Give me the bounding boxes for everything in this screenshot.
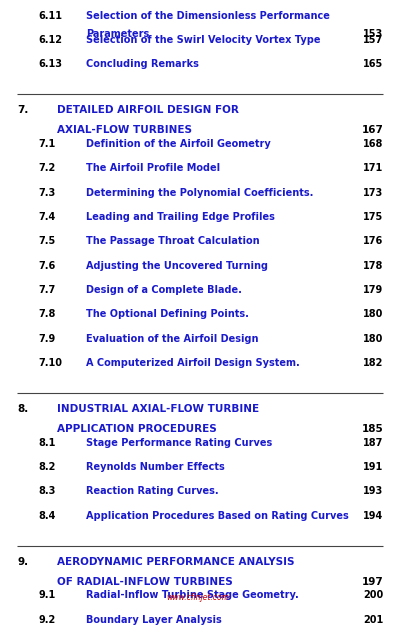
Text: The Airfoil Profile Model: The Airfoil Profile Model	[86, 163, 220, 173]
Text: 7.1: 7.1	[39, 139, 56, 149]
Text: Selection of the Dimensionless Performance: Selection of the Dimensionless Performan…	[86, 11, 329, 21]
Text: 7.10: 7.10	[39, 358, 63, 368]
Text: 167: 167	[361, 126, 382, 136]
Text: Concluding Remarks: Concluding Remarks	[86, 59, 198, 69]
Text: 9.: 9.	[17, 557, 28, 567]
Text: 9.1: 9.1	[39, 590, 56, 600]
Text: Boundary Layer Analysis: Boundary Layer Analysis	[86, 614, 221, 624]
Text: Radial-Inflow Turbine Stage Geometry.: Radial-Inflow Turbine Stage Geometry.	[86, 590, 298, 600]
Text: 7.3: 7.3	[39, 188, 56, 198]
Text: INDUSTRIAL AXIAL-FLOW TURBINE: INDUSTRIAL AXIAL-FLOW TURBINE	[56, 404, 258, 414]
Text: AXIAL-FLOW TURBINES: AXIAL-FLOW TURBINES	[56, 126, 191, 136]
Text: 6.12: 6.12	[39, 35, 63, 45]
Text: 7.6: 7.6	[39, 261, 56, 271]
Text: The Passage Throat Calculation: The Passage Throat Calculation	[86, 236, 259, 246]
Text: 165: 165	[362, 59, 382, 69]
Text: 7.2: 7.2	[39, 163, 56, 173]
Text: 175: 175	[362, 212, 382, 222]
Text: OF RADIAL-INFLOW TURBINES: OF RADIAL-INFLOW TURBINES	[56, 577, 232, 587]
Text: 6.11: 6.11	[39, 11, 63, 21]
Text: 7.7: 7.7	[39, 285, 56, 295]
Text: 157: 157	[362, 35, 382, 45]
Text: 153: 153	[362, 29, 382, 39]
Text: 7.: 7.	[17, 106, 29, 116]
Text: 185: 185	[361, 424, 382, 434]
Text: 8.3: 8.3	[39, 486, 56, 496]
Text: Reaction Rating Curves.: Reaction Rating Curves.	[86, 486, 218, 496]
Text: Leading and Trailing Edge Profiles: Leading and Trailing Edge Profiles	[86, 212, 274, 222]
Text: 8.4: 8.4	[39, 511, 56, 521]
Text: 168: 168	[362, 139, 382, 149]
Text: 8.: 8.	[17, 404, 28, 414]
Text: 201: 201	[362, 614, 382, 624]
Text: The Optional Defining Points.: The Optional Defining Points.	[86, 309, 248, 319]
Text: 176: 176	[362, 236, 382, 246]
Text: 194: 194	[362, 511, 382, 521]
Text: 8.1: 8.1	[39, 438, 56, 448]
Text: Design of a Complete Blade.: Design of a Complete Blade.	[86, 285, 241, 295]
Text: 173: 173	[362, 188, 382, 198]
Text: A Computerized Airfoil Design System.: A Computerized Airfoil Design System.	[86, 358, 299, 368]
Text: DETAILED AIRFOIL DESIGN FOR: DETAILED AIRFOIL DESIGN FOR	[56, 106, 238, 116]
Text: Parameters: Parameters	[86, 29, 149, 39]
Text: Stage Performance Rating Curves: Stage Performance Rating Curves	[86, 438, 272, 448]
Text: www.cfinjet.com: www.cfinjet.com	[166, 594, 229, 602]
Text: Definition of the Airfoil Geometry: Definition of the Airfoil Geometry	[86, 139, 270, 149]
Text: 7.5: 7.5	[39, 236, 56, 246]
Text: 7.9: 7.9	[39, 334, 56, 344]
Text: APPLICATION PROCEDURES: APPLICATION PROCEDURES	[56, 424, 216, 434]
Text: 7.4: 7.4	[39, 212, 56, 222]
Text: Application Procedures Based on Rating Curves: Application Procedures Based on Rating C…	[86, 511, 348, 521]
Text: AERODYNAMIC PERFORMANCE ANALYSIS: AERODYNAMIC PERFORMANCE ANALYSIS	[56, 557, 293, 567]
Text: 191: 191	[362, 462, 382, 472]
Text: 193: 193	[362, 486, 382, 496]
Text: Reynolds Number Effects: Reynolds Number Effects	[86, 462, 224, 472]
Text: 200: 200	[362, 590, 382, 600]
Text: 7.8: 7.8	[39, 309, 56, 319]
Text: 179: 179	[362, 285, 382, 295]
Text: 171: 171	[362, 163, 382, 173]
Text: Evaluation of the Airfoil Design: Evaluation of the Airfoil Design	[86, 334, 258, 344]
Text: Adjusting the Uncovered Turning: Adjusting the Uncovered Turning	[86, 261, 267, 271]
Text: 180: 180	[362, 334, 382, 344]
Text: 6.13: 6.13	[39, 59, 63, 69]
Text: 180: 180	[362, 309, 382, 319]
Text: 178: 178	[362, 261, 382, 271]
Text: Determining the Polynomial Coefficients.: Determining the Polynomial Coefficients.	[86, 188, 313, 198]
Text: 9.2: 9.2	[39, 614, 56, 624]
Text: Selection of the Swirl Velocity Vortex Type: Selection of the Swirl Velocity Vortex T…	[86, 35, 320, 45]
Text: 182: 182	[362, 358, 382, 368]
Text: 197: 197	[361, 577, 382, 587]
Text: 8.2: 8.2	[39, 462, 56, 472]
Text: 187: 187	[362, 438, 382, 448]
